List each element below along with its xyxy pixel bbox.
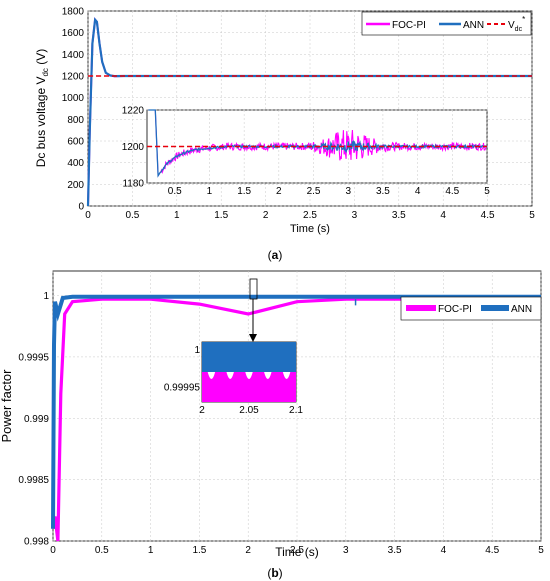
chart-a-x-tick-label: 3 bbox=[352, 210, 358, 221]
chart-a-inset-x-tick-label: 2 bbox=[276, 186, 282, 197]
inset-series-line-ann bbox=[148, 109, 488, 178]
chart-a-y-axis-label: Dc bus voltage Vdc (V) bbox=[34, 49, 50, 168]
panel-label-a: (a) bbox=[268, 248, 283, 262]
chart-a-inset-y-tick-labels: 1180 1200 1220 bbox=[122, 106, 145, 190]
chart-a-legend: FOC-PI ANN Vdc* bbox=[361, 11, 532, 36]
inset-series-band-b-ann bbox=[202, 342, 296, 372]
chart-a-y-tick-label: 200 bbox=[67, 180, 84, 191]
chart-a-y-tick-label: 600 bbox=[67, 137, 84, 148]
chart-a-x-tick-labels: 0 0.5 1 1.5 2 2.5 3 3.5 4 4.5 5 bbox=[85, 210, 535, 221]
chart-a-x-tick-label: 2.5 bbox=[303, 210, 317, 221]
chart-b-y-tick-label: 0.9995 bbox=[18, 352, 49, 363]
chart-a-inset-y-tick-label: 1200 bbox=[122, 142, 145, 153]
chart-a-x-tick-label: 1.5 bbox=[214, 210, 228, 221]
chart-a-inset-series bbox=[147, 109, 488, 178]
chart-a-inset: 0.5 1 1.5 2 2.5 3 3.5 4 4.5 5 1180 1200 1220 bbox=[122, 106, 490, 198]
chart-a-inset-x-tick-label: 3 bbox=[345, 186, 351, 197]
legend-label-foc-pi: FOC-PI bbox=[392, 20, 426, 31]
chart-b-y-tick-labels: 0.998 0.9985 0.999 0.9995 1 bbox=[18, 291, 49, 547]
chart-a-x-tick-label: 0 bbox=[85, 210, 91, 221]
chart-a-y-tick-label: 0 bbox=[78, 202, 84, 213]
chart-a-inset-x-tick-label: 1 bbox=[207, 186, 213, 197]
chart-b-inset-x-tick-label: 2 bbox=[199, 405, 205, 416]
chart-a-y-tick-label: 400 bbox=[67, 158, 84, 169]
chart-b-inset-x-tick-labels: 2 2.05 2.1 bbox=[199, 405, 303, 416]
legend-label-b-foc-pi: FOC-PI bbox=[438, 304, 472, 315]
chart-b-zoom-arrowhead bbox=[249, 334, 257, 342]
chart-a-y-tick-label: 1200 bbox=[62, 72, 85, 83]
chart-b-y-tick-label: 1 bbox=[43, 291, 49, 302]
legend-swatch-b-ann bbox=[481, 305, 509, 311]
chart-b-legend: FOC-PI ANN bbox=[400, 296, 542, 321]
panel-label-b: (b) bbox=[267, 566, 282, 580]
chart-b-y-tick-label: 0.999 bbox=[24, 414, 49, 425]
chart-a-series bbox=[86, 17, 532, 207]
chart-b-x-tick-label: 1.5 bbox=[192, 545, 206, 556]
chart-a-x-tick-label: 0.5 bbox=[125, 210, 139, 221]
chart-b-inset-y-tick-label: 1 bbox=[194, 345, 200, 356]
chart-b-inset: 2 2.05 2.1 0.99995 1 bbox=[164, 341, 303, 416]
chart-a-x-tick-label: 3.5 bbox=[392, 210, 406, 221]
chart-b-x-tick-labels: 0 0.5 1 1.5 2 2.5 3 3.5 4 4.5 5 bbox=[50, 545, 544, 556]
chart-b-x-tick-label: 3 bbox=[343, 545, 349, 556]
series-line-b-ann bbox=[51, 294, 541, 529]
chart-a-y-tick-label: 1600 bbox=[62, 28, 85, 39]
legend-label-b-ann: ANN bbox=[511, 304, 532, 315]
chart-a-inset-x-tick-labels: 0.5 1 1.5 2 2.5 3 3.5 4 4.5 5 bbox=[168, 186, 490, 197]
chart-a-inset-x-tick-label: 4 bbox=[415, 186, 421, 197]
chart-a-inset-x-tick-label: 4.5 bbox=[445, 186, 459, 197]
chart-b-x-tick-label: 4 bbox=[441, 545, 447, 556]
chart-a-inset-y-tick-label: 1220 bbox=[122, 106, 145, 117]
chart-b-x-tick-label: 4.5 bbox=[485, 545, 499, 556]
chart-a-x-tick-label: 5 bbox=[529, 210, 535, 221]
chart-b-inset-y-tick-labels: 0.99995 1 bbox=[164, 345, 201, 394]
chart-b-x-tick-label: 3.5 bbox=[388, 545, 402, 556]
chart-b-inset-series bbox=[202, 342, 296, 402]
series-line-ann bbox=[86, 17, 532, 207]
chart-b-inset-x-tick-label: 2.05 bbox=[239, 405, 259, 416]
legend-swatch-b-foc-pi bbox=[406, 305, 436, 311]
chart-a-y-tick-labels: 0 200 400 600 800 1000 1200 1400 1600 1800 bbox=[62, 7, 85, 213]
chart-b-x-tick-label: 0.5 bbox=[95, 545, 109, 556]
chart-a-x-axis-label: Time (s) bbox=[290, 223, 330, 235]
chart-a-inset-x-tick-label: 0.5 bbox=[168, 186, 182, 197]
chart-b-inset-x-tick-label: 2.1 bbox=[289, 405, 303, 416]
chart-b-x-tick-label: 2.5 bbox=[290, 545, 304, 556]
chart-a-x-tick-label: 1 bbox=[174, 210, 180, 221]
legend-label-ann: ANN bbox=[463, 20, 484, 31]
legend-label-vdc-ref: Vdc* bbox=[508, 15, 525, 33]
chart-b-x-tick-label: 2 bbox=[245, 545, 251, 556]
chart-b-x-tick-label: 0 bbox=[50, 545, 56, 556]
chart-a-x-tick-label: 4.5 bbox=[481, 210, 495, 221]
chart-a-inset-x-tick-label: 1.5 bbox=[237, 186, 251, 197]
chart-b-inset-y-tick-label: 0.99995 bbox=[164, 383, 201, 394]
chart-a-y-tick-label: 800 bbox=[67, 115, 84, 126]
chart-b-y-tick-label: 0.998 bbox=[24, 537, 49, 548]
chart-b-x-tick-label: 5 bbox=[538, 545, 544, 556]
chart-a-inset-x-tick-label: 5 bbox=[484, 186, 490, 197]
chart-a-x-tick-label: 4 bbox=[440, 210, 446, 221]
chart-a: 0 0.5 1 1.5 2 2.5 3 3.5 4 4.5 5 0 200 400 600 800 1000 1… bbox=[34, 7, 535, 263]
chart-a-y-tick-label: 1800 bbox=[62, 7, 85, 18]
chart-b-legend-box bbox=[400, 296, 542, 321]
chart-b-y-tick-label: 0.9985 bbox=[18, 475, 49, 486]
chart-b: 0 0.5 1 1.5 2 2.5 3 3.5 4 4.5 5 0.9980.99850.9990.… bbox=[0, 270, 544, 580]
chart-a-y-tick-label: 1000 bbox=[62, 93, 85, 104]
chart-a-x-tick-label: 2 bbox=[263, 210, 269, 221]
chart-b-x-tick-label: 1 bbox=[148, 545, 154, 556]
chart-b-y-axis-label: Power factor bbox=[0, 369, 14, 443]
chart-a-inset-x-tick-label: 3.5 bbox=[376, 186, 390, 197]
chart-a-inset-x-tick-label: 2.5 bbox=[307, 186, 321, 197]
chart-a-inset-y-tick-label: 1180 bbox=[122, 179, 144, 190]
chart-b-x-axis-label: Time (s) bbox=[275, 545, 319, 559]
chart-a-y-tick-label: 1400 bbox=[62, 50, 85, 61]
